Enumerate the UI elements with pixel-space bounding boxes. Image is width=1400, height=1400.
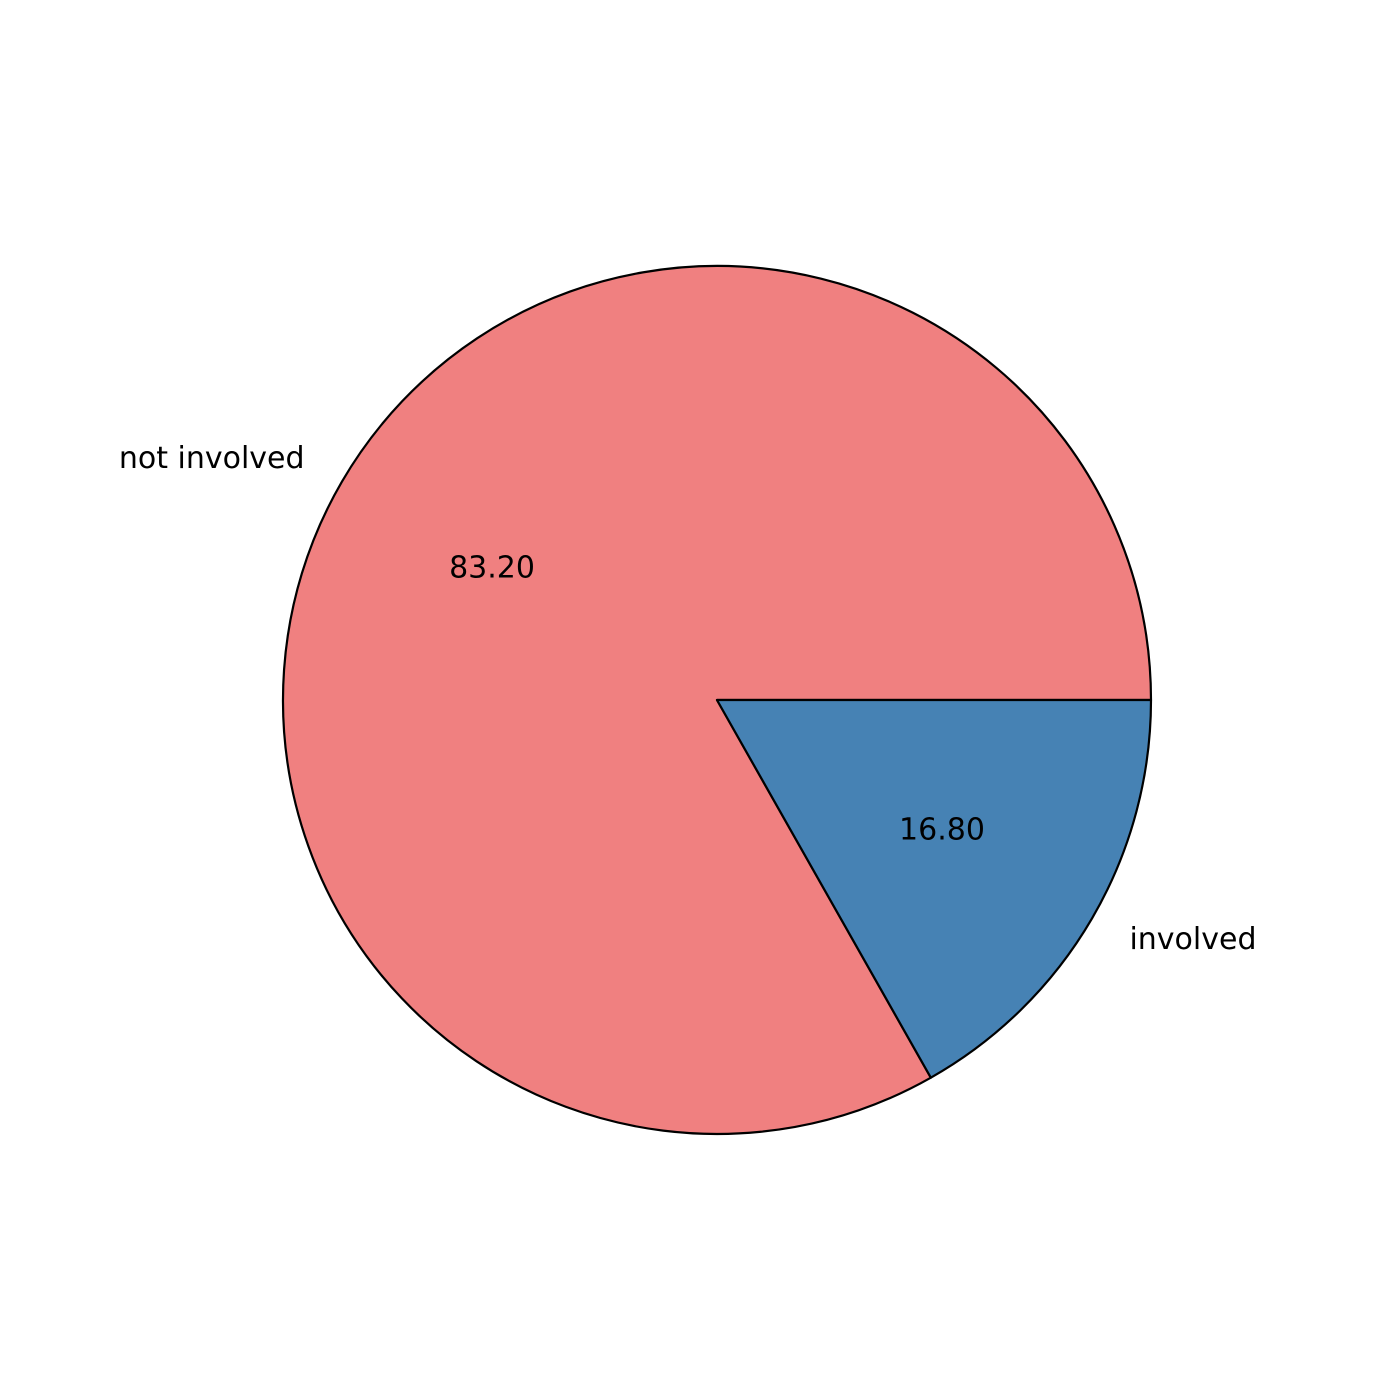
pie-slice-not-involved — [281, 264, 1153, 1136]
pie-slices — [281, 264, 1153, 1136]
pie-slice-involved — [715, 698, 1153, 1079]
slice-label-not-involved: not involved — [119, 441, 305, 476]
pie-labels: not involved 83.20 involved 16.80 — [119, 441, 1257, 957]
value-label-not-involved: 83.20 — [449, 550, 535, 585]
value-label-involved: 16.80 — [899, 813, 985, 848]
slice-label-involved: involved — [1129, 922, 1256, 957]
